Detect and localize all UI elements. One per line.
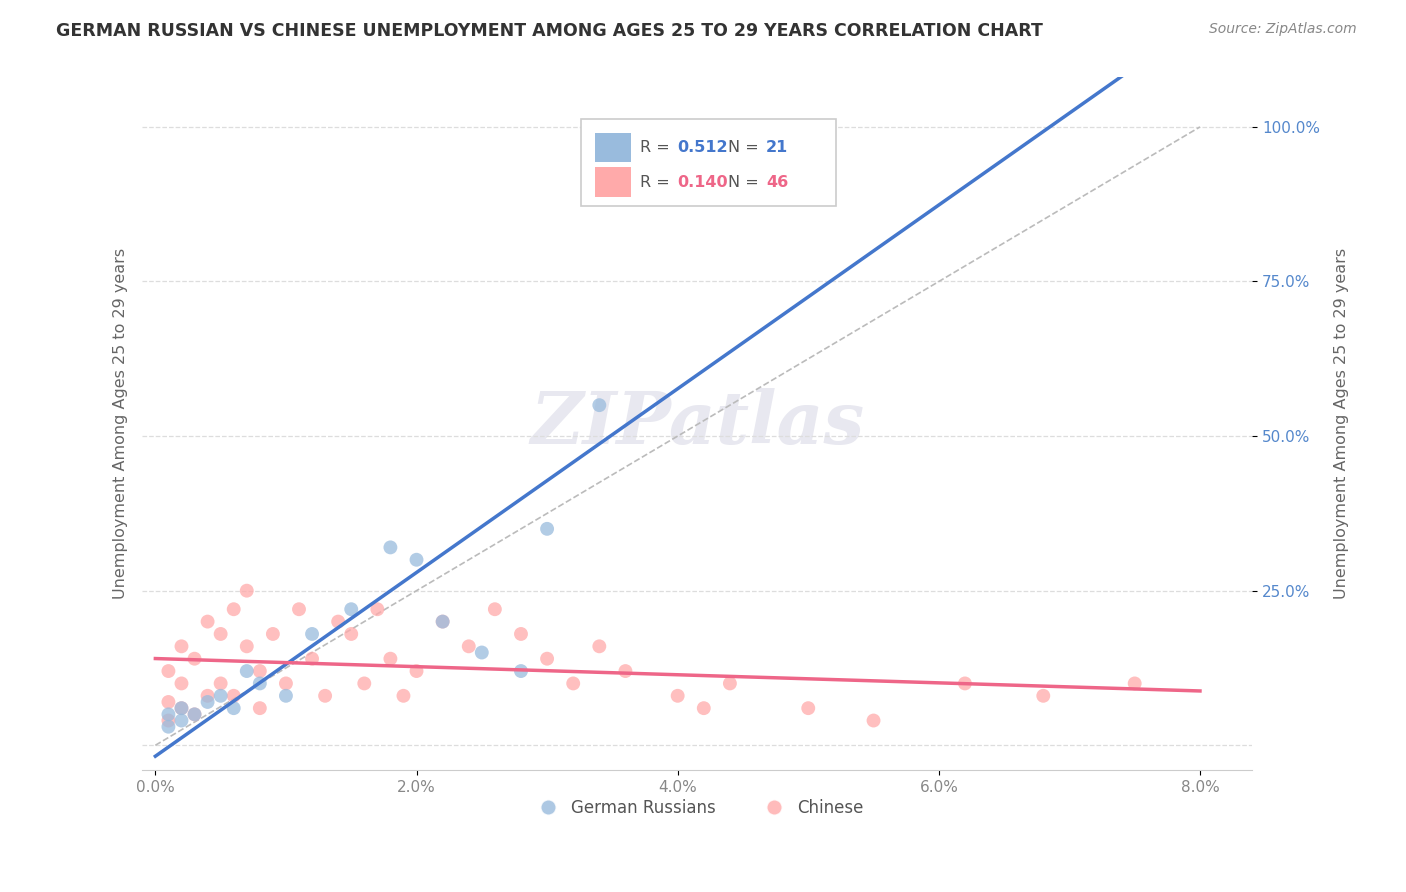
Point <box>249 664 271 678</box>
Point <box>862 714 884 728</box>
Text: N =: N = <box>728 175 765 189</box>
Point <box>797 701 820 715</box>
Point <box>340 602 363 616</box>
Point <box>380 541 402 555</box>
Point <box>536 651 558 665</box>
Point <box>392 689 415 703</box>
FancyBboxPatch shape <box>581 119 837 205</box>
Text: R =: R = <box>640 140 675 155</box>
Y-axis label: Unemployment Among Ages 25 to 29 years: Unemployment Among Ages 25 to 29 years <box>114 248 128 599</box>
Point <box>471 646 494 660</box>
Point <box>170 714 193 728</box>
Point <box>693 701 716 715</box>
Text: 0.512: 0.512 <box>678 140 728 155</box>
FancyBboxPatch shape <box>595 133 631 162</box>
Point <box>770 138 793 153</box>
Point <box>183 707 205 722</box>
Point <box>953 676 976 690</box>
Point <box>197 695 219 709</box>
Point <box>183 707 205 722</box>
Point <box>249 676 271 690</box>
Point <box>457 640 479 654</box>
Point <box>209 689 232 703</box>
Text: ZIPatlas: ZIPatlas <box>530 388 865 459</box>
Point <box>236 583 259 598</box>
Point <box>274 676 297 690</box>
Point <box>222 701 245 715</box>
Point <box>314 689 336 703</box>
Point <box>510 627 533 641</box>
Point <box>353 676 375 690</box>
Point <box>157 707 180 722</box>
Point <box>262 627 284 641</box>
Point <box>301 627 323 641</box>
Text: 46: 46 <box>766 175 789 189</box>
Point <box>666 689 689 703</box>
Point <box>170 676 193 690</box>
Text: 0.140: 0.140 <box>678 175 728 189</box>
Point <box>614 664 637 678</box>
Point <box>366 602 388 616</box>
Point <box>170 640 193 654</box>
Point <box>209 627 232 641</box>
Point <box>484 602 506 616</box>
Point <box>197 689 219 703</box>
Point <box>1032 689 1054 703</box>
Text: R =: R = <box>640 175 675 189</box>
Point <box>718 676 741 690</box>
Point <box>536 522 558 536</box>
Point <box>405 553 427 567</box>
Point <box>510 664 533 678</box>
Legend: German Russians, Chinese: German Russians, Chinese <box>524 793 870 824</box>
Point <box>183 651 205 665</box>
Point <box>157 664 180 678</box>
Point <box>380 651 402 665</box>
Point <box>432 615 454 629</box>
Point <box>562 676 585 690</box>
Point <box>588 398 610 412</box>
Text: GERMAN RUSSIAN VS CHINESE UNEMPLOYMENT AMONG AGES 25 TO 29 YEARS CORRELATION CHA: GERMAN RUSSIAN VS CHINESE UNEMPLOYMENT A… <box>56 22 1043 40</box>
Point <box>209 676 232 690</box>
Point <box>1123 676 1146 690</box>
Point <box>170 701 193 715</box>
Point <box>157 714 180 728</box>
Point <box>197 615 219 629</box>
Point <box>301 651 323 665</box>
Y-axis label: Unemployment Among Ages 25 to 29 years: Unemployment Among Ages 25 to 29 years <box>1334 248 1348 599</box>
Text: N =: N = <box>728 140 765 155</box>
Point <box>222 602 245 616</box>
Point <box>157 695 180 709</box>
Point <box>588 640 610 654</box>
Point <box>236 664 259 678</box>
Point <box>170 701 193 715</box>
Point <box>157 720 180 734</box>
Point <box>340 627 363 641</box>
Text: 21: 21 <box>766 140 789 155</box>
Point <box>405 664 427 678</box>
Point <box>274 689 297 703</box>
Point <box>249 701 271 715</box>
FancyBboxPatch shape <box>595 168 631 196</box>
Point <box>236 640 259 654</box>
Point <box>222 689 245 703</box>
Point <box>432 615 454 629</box>
Text: Source: ZipAtlas.com: Source: ZipAtlas.com <box>1209 22 1357 37</box>
Point <box>328 615 350 629</box>
Point <box>288 602 311 616</box>
